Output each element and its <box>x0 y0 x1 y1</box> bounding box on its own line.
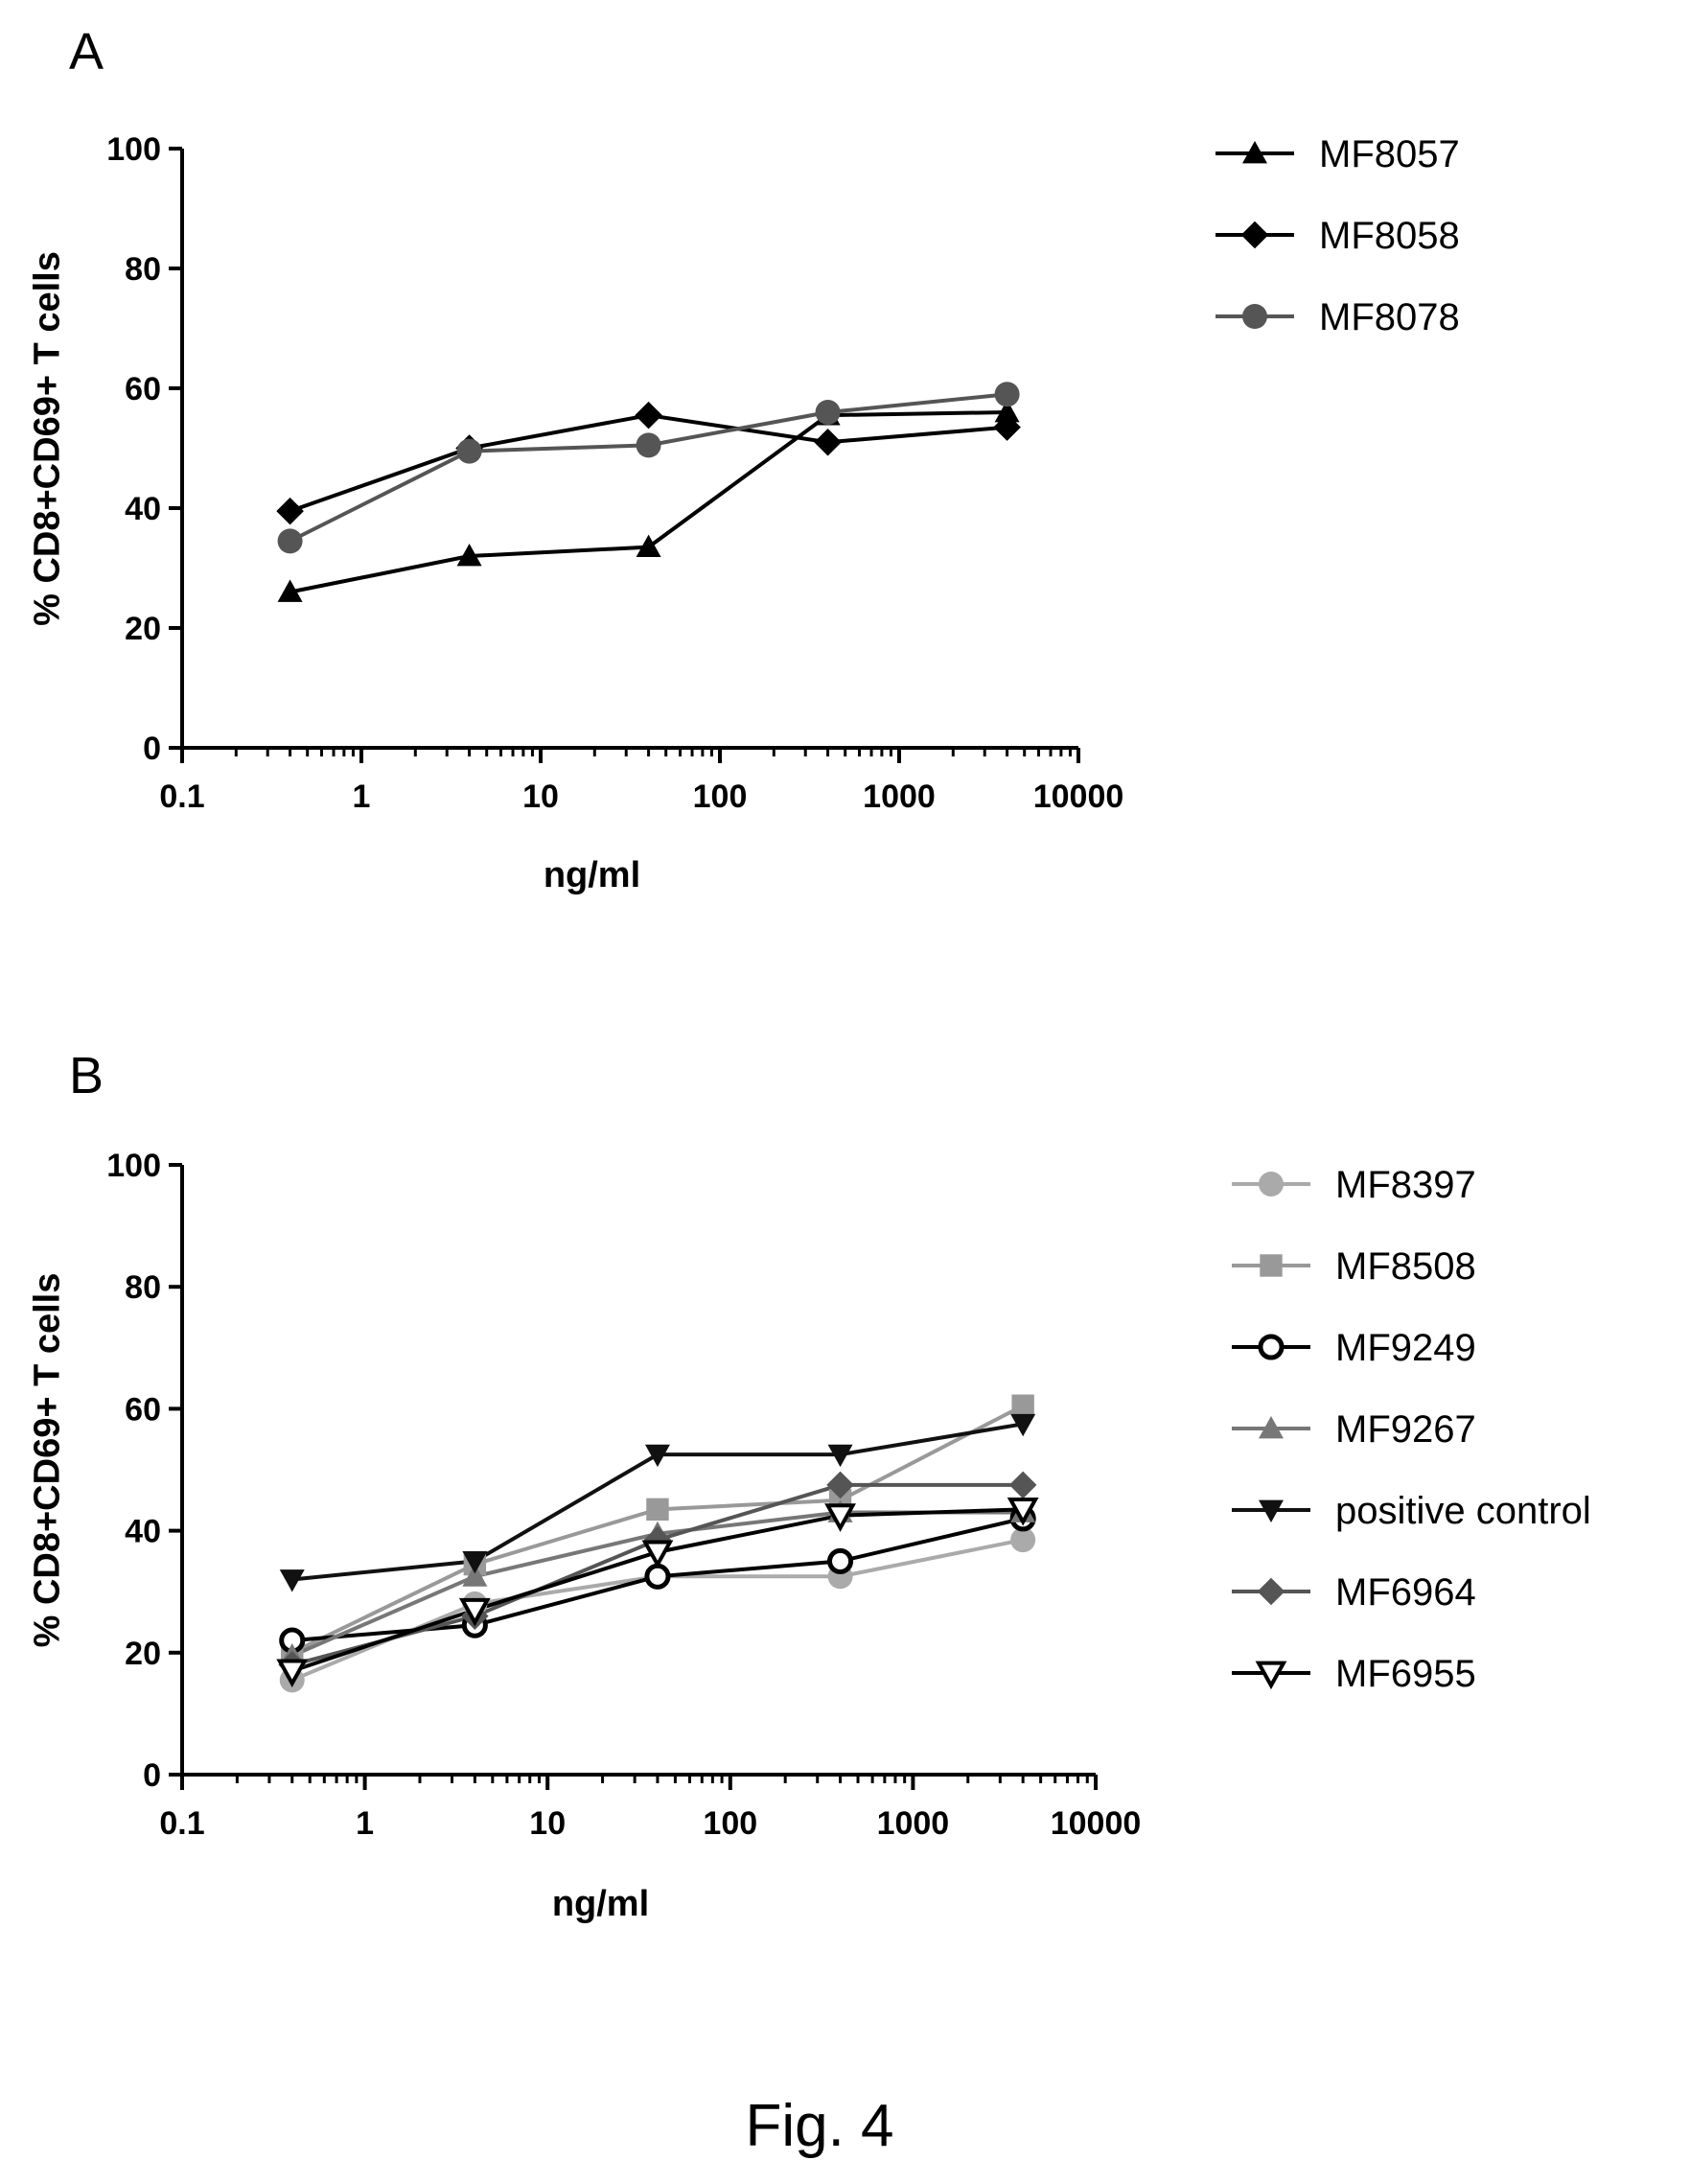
data-point-4 <box>827 1444 853 1468</box>
legend-label: positive control <box>1335 1490 1591 1532</box>
x-tick-label: 0.1 <box>159 1805 204 1842</box>
data-point-3 <box>462 1564 488 1587</box>
legend-marker <box>1259 1172 1284 1197</box>
legend-label: MF9267 <box>1335 1408 1476 1451</box>
y-tick-label: 80 <box>125 1269 161 1306</box>
y-tick-label: 40 <box>125 491 161 527</box>
data-point-2 <box>636 432 661 458</box>
data-point-0 <box>277 579 303 602</box>
x-tick-label: 1000 <box>877 1805 950 1842</box>
legend-marker <box>1260 1254 1283 1277</box>
data-point-4 <box>644 1444 670 1468</box>
panel-letter: A <box>69 23 104 81</box>
data-point-1 <box>993 413 1021 441</box>
legend-label: MF8057 <box>1319 133 1460 175</box>
y-tick-label: 0 <box>143 731 161 767</box>
series-line-1 <box>289 413 1007 514</box>
y-tick-label: 80 <box>125 251 161 288</box>
y-tick-label: 20 <box>125 611 161 647</box>
legend-marker <box>1240 221 1269 249</box>
legend-marker <box>1242 304 1267 329</box>
legend-marker <box>1257 1577 1285 1606</box>
legend-marker <box>1242 141 1267 164</box>
data-point-0 <box>1010 1527 1036 1553</box>
legend-label: MF8058 <box>1319 215 1460 257</box>
x-tick-label: 1000 <box>863 778 936 815</box>
legend-marker <box>1259 1416 1284 1439</box>
x-axis-title: ng/ml <box>552 1884 649 1924</box>
panel-letter: B <box>69 1047 104 1104</box>
data-point-4 <box>1010 1413 1036 1437</box>
y-tick-label: 100 <box>106 1148 161 1184</box>
data-point-2 <box>644 1563 671 1590</box>
legend-label: MF8508 <box>1335 1245 1476 1288</box>
legend-label: MF8397 <box>1335 1164 1476 1206</box>
y-tick-label: 60 <box>125 1391 161 1428</box>
data-point-0 <box>994 400 1020 423</box>
data-point-0 <box>636 534 661 558</box>
data-point-5 <box>826 1471 854 1499</box>
data-point-4 <box>279 1569 305 1592</box>
x-tick-label: 100 <box>703 1805 757 1842</box>
data-point-4 <box>462 1551 488 1574</box>
x-tick-label: 1 <box>356 1805 374 1842</box>
figure-caption: Fig. 4 <box>745 2093 893 2159</box>
x-tick-label: 1 <box>353 778 371 815</box>
legend-marker <box>1255 1661 1287 1690</box>
x-tick-label: 10 <box>522 778 559 815</box>
y-tick-label: 40 <box>125 1514 161 1550</box>
data-point-2 <box>827 1547 854 1574</box>
data-point-6 <box>458 1597 491 1627</box>
data-point-6 <box>276 1659 309 1687</box>
x-tick-label: 10 <box>529 1805 566 1842</box>
data-point-6 <box>824 1503 856 1532</box>
y-axis-title: % CD8+CD69+ T cells <box>27 1273 67 1648</box>
data-point-1 <box>276 497 304 525</box>
data-point-2 <box>815 400 841 425</box>
x-tick-label: 0.1 <box>159 778 204 815</box>
data-point-0 <box>456 544 482 567</box>
data-point-6 <box>1007 1497 1039 1526</box>
legend-label: MF6955 <box>1335 1653 1476 1695</box>
x-axis-title: ng/ml <box>544 855 640 895</box>
y-tick-label: 100 <box>106 131 161 168</box>
y-tick-label: 60 <box>125 371 161 407</box>
y-tick-label: 20 <box>125 1636 161 1672</box>
legend-marker <box>1259 1499 1284 1522</box>
legend-label: MF8078 <box>1319 296 1460 338</box>
data-point-1 <box>814 428 842 456</box>
data-point-2 <box>456 438 482 464</box>
legend-label: MF9249 <box>1335 1327 1476 1369</box>
data-point-1 <box>1011 1394 1034 1417</box>
data-point-5 <box>1008 1471 1037 1499</box>
data-point-6 <box>641 1540 674 1568</box>
legend-label: MF6964 <box>1335 1571 1476 1614</box>
x-tick-label: 10000 <box>1033 778 1124 815</box>
data-point-2 <box>994 382 1020 407</box>
data-point-1 <box>646 1498 669 1522</box>
panel-b-chart: B 0 20 40 60 80 100 0.1 1 10 100 1000 10000 ng/ml % CD… <box>27 1047 1590 1924</box>
panel-a-chart: A 0 20 40 60 80 100 0.1 1 10 100 1000 10000 ng/ml % CD… <box>27 23 1459 895</box>
legend-marker <box>1258 1334 1285 1360</box>
data-point-2 <box>277 528 303 554</box>
y-tick-label: 0 <box>143 1757 161 1794</box>
data-point-1 <box>635 401 662 430</box>
y-axis-title: % CD8+CD69+ T cells <box>27 251 67 626</box>
x-tick-label: 100 <box>693 778 748 815</box>
x-tick-label: 10000 <box>1051 1805 1142 1842</box>
